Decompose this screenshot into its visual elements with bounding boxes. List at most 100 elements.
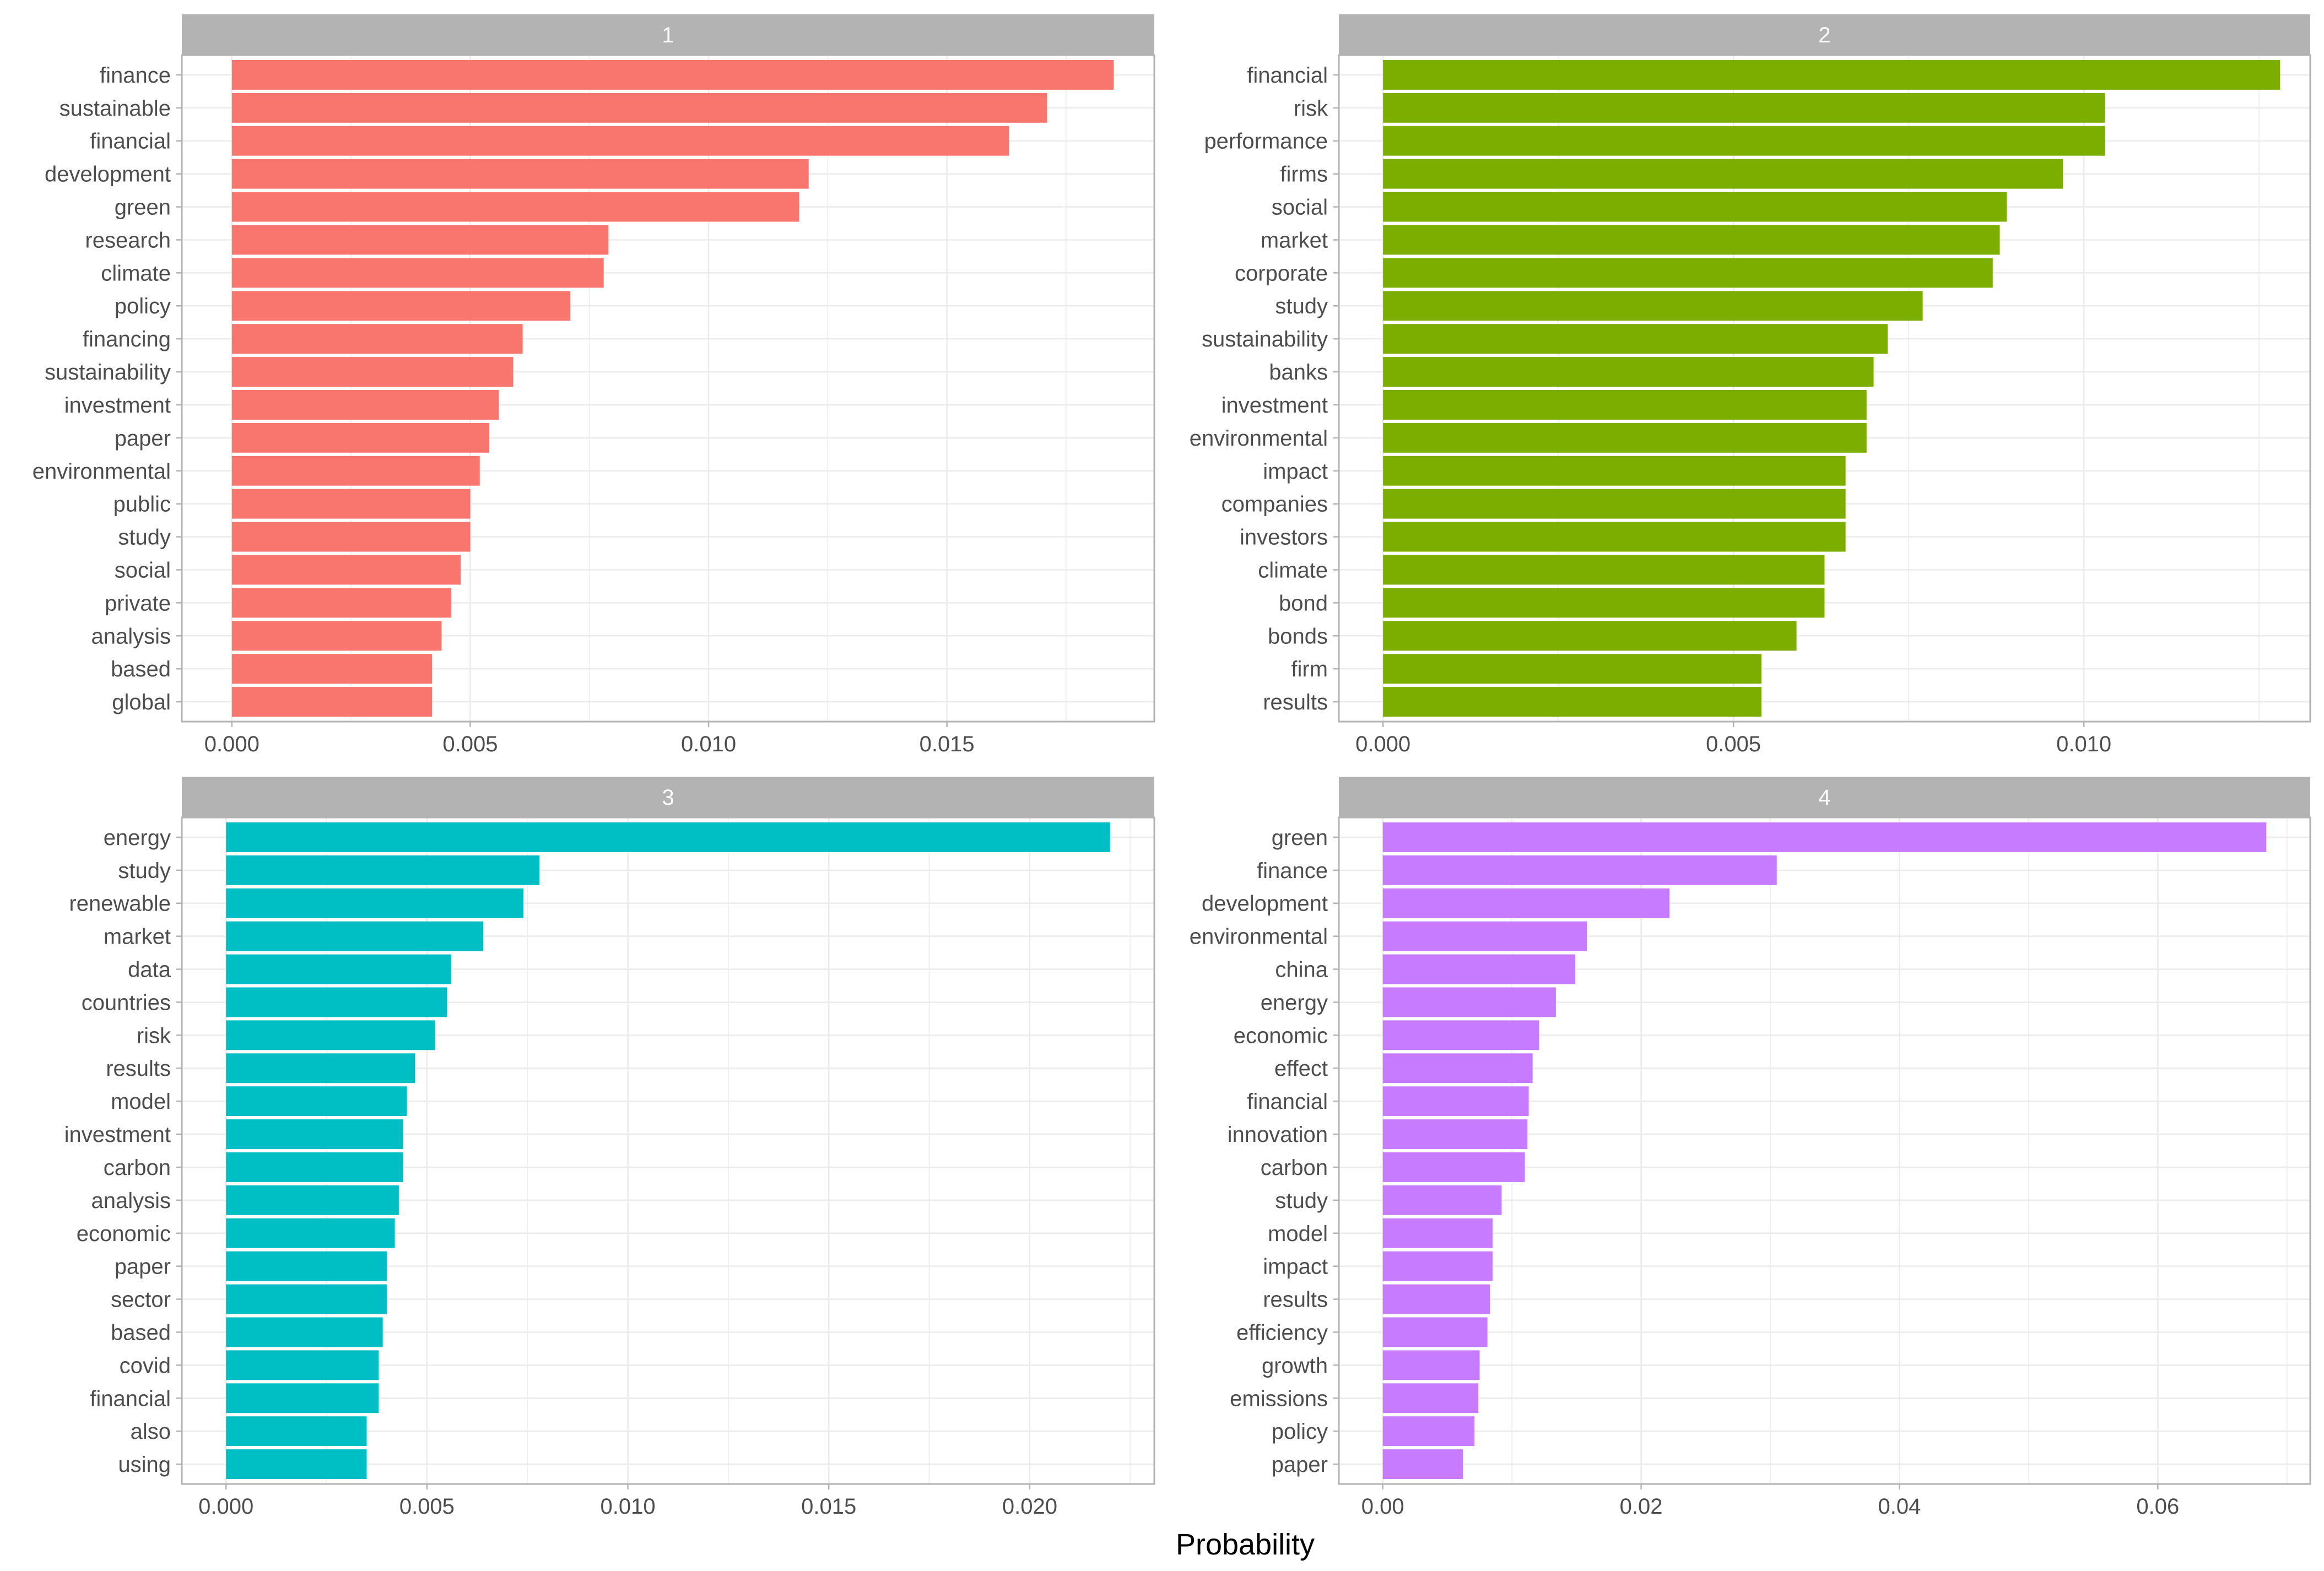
chart-panels: 1 0.000 0.005 0.010 0.015 finance sustainable f…: [33, 14, 2311, 1519]
bar: [1383, 258, 1993, 288]
bar: [1382, 987, 1556, 1017]
facet-panel-3: 3 0.000 0.005 0.010 0.015 0.020 energy study ren…: [64, 777, 1155, 1519]
bar: [1382, 1053, 1533, 1084]
x-tick-label: 0.005: [1706, 732, 1761, 756]
x-tick-label: 0.010: [681, 732, 736, 756]
y-tick-label: covid: [120, 1353, 171, 1378]
bar: [226, 1416, 367, 1447]
y-tick-label: efficiency: [1236, 1320, 1328, 1345]
bar: [226, 1053, 415, 1084]
x-tick-label: 0.010: [601, 1494, 656, 1519]
bar: [1383, 456, 1846, 486]
bar: [231, 225, 609, 255]
bar: [1383, 159, 2063, 189]
bar: [231, 555, 461, 585]
bar: [1382, 1185, 1502, 1215]
y-tick-label: also: [131, 1420, 171, 1444]
y-tick-label: effect: [1274, 1057, 1328, 1081]
bar: [1382, 1152, 1525, 1182]
bar: [231, 126, 1009, 156]
bar: [1383, 654, 1762, 684]
y-tick-label: results: [1263, 1288, 1328, 1312]
bar: [231, 59, 1114, 90]
bar: [1383, 621, 1797, 651]
y-tick-label: renewable: [69, 892, 171, 916]
y-tick-label: companies: [1222, 492, 1328, 517]
y-tick-label: market: [104, 925, 171, 949]
facet-strip: [1339, 14, 2310, 55]
y-tick-label: environmental: [33, 459, 171, 484]
bar: [226, 987, 447, 1017]
bar: [231, 93, 1047, 123]
y-tick-label: market: [1261, 228, 1328, 252]
x-tick-label: 0.015: [801, 1494, 856, 1519]
y-tick-label: sector: [111, 1288, 171, 1312]
y-tick-label: sustainability: [1202, 327, 1328, 351]
bar: [1382, 1086, 1529, 1117]
y-tick-label: climate: [101, 261, 171, 285]
y-tick-label: paper: [115, 1255, 171, 1279]
y-tick-label: economic: [1234, 1023, 1328, 1048]
bar: [1383, 389, 1867, 420]
bar: [231, 654, 433, 684]
y-tick-label: financial: [1247, 1090, 1328, 1114]
panel-border: [1338, 54, 2311, 723]
y-tick-label: results: [1263, 690, 1328, 714]
y-tick-label: risk: [1294, 96, 1328, 121]
y-tick-label: carbon: [104, 1156, 171, 1180]
y-tick-label: investors: [1240, 526, 1328, 550]
bar: [1383, 126, 2105, 156]
bar: [1383, 225, 2000, 255]
x-axis-title: Probability: [1176, 1528, 1315, 1561]
y-tick-label: impact: [1263, 459, 1328, 484]
facet-strip-label: 2: [1818, 23, 1830, 47]
y-tick-label: global: [112, 690, 171, 714]
bar: [231, 489, 471, 519]
bar: [231, 291, 571, 321]
y-tick-label: green: [1272, 826, 1328, 850]
bar: [1383, 588, 1825, 618]
y-tick-label: bonds: [1268, 624, 1328, 648]
y-tick-label: development: [1202, 892, 1328, 916]
y-tick-label: investment: [64, 1123, 171, 1147]
y-tick-label: policy: [1272, 1420, 1328, 1444]
bar: [231, 522, 471, 552]
x-tick-label: 0.015: [920, 732, 975, 756]
y-tick-label: economic: [77, 1222, 171, 1246]
panel-border: [1338, 816, 2311, 1485]
y-tick-label: firms: [1280, 162, 1328, 187]
y-tick-label: carbon: [1261, 1156, 1328, 1180]
bar: [231, 687, 433, 717]
y-tick-label: model: [111, 1090, 171, 1114]
bar: [226, 1152, 403, 1182]
x-tick-label: 0.000: [204, 732, 260, 756]
y-tick-label: data: [128, 958, 171, 982]
bar: [1382, 1218, 1493, 1248]
y-tick-label: financial: [1247, 63, 1328, 88]
bar: [226, 1317, 383, 1347]
bar: [226, 1185, 399, 1215]
bar: [226, 954, 451, 984]
y-tick-label: risk: [137, 1023, 171, 1048]
bar: [226, 1284, 387, 1314]
bar: [231, 357, 514, 387]
y-tick-label: firm: [1291, 657, 1328, 681]
y-tick-label: energy: [104, 826, 171, 850]
y-tick-label: impact: [1263, 1255, 1328, 1279]
y-tick-label: public: [113, 492, 171, 517]
y-tick-label: environmental: [1190, 426, 1328, 451]
bar: [1383, 324, 1888, 354]
x-tick-label: 0.005: [442, 732, 498, 756]
y-tick-label: energy: [1261, 990, 1328, 1015]
panel-border: [181, 816, 1155, 1485]
bar: [1382, 954, 1576, 984]
bar: [231, 621, 442, 651]
bar: [1383, 422, 1867, 453]
y-tick-label: study: [118, 526, 171, 550]
y-tick-label: social: [115, 558, 171, 582]
y-tick-label: research: [85, 228, 171, 252]
y-tick-label: model: [1268, 1222, 1328, 1246]
bar: [226, 1251, 387, 1281]
y-tick-label: bond: [1279, 591, 1328, 615]
